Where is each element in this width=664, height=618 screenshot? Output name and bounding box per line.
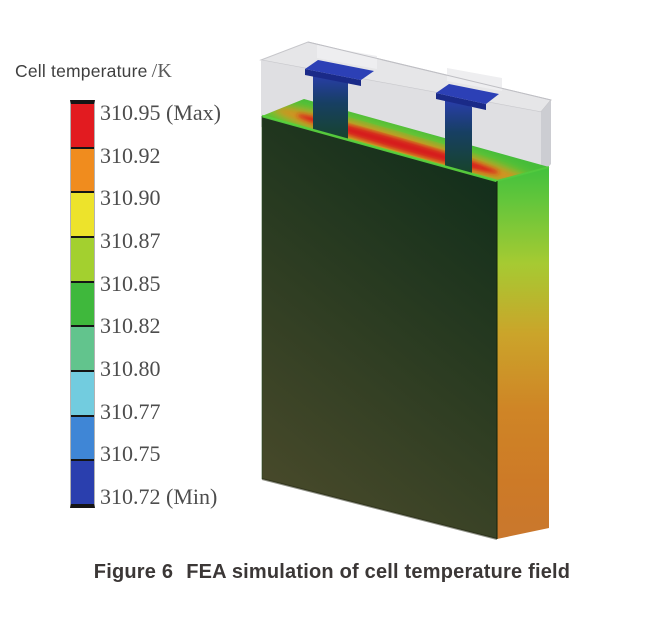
- tab-right-stem: [445, 97, 472, 175]
- legend-color-band: [71, 370, 94, 415]
- legend-title: Cell temperature/K: [15, 60, 172, 83]
- cell-front-face: [262, 116, 497, 539]
- legend-color-band: [71, 146, 94, 192]
- legend-color-band: [71, 236, 94, 281]
- temperature-legend: Cell temperature/K 310.95 (Max) 310.92 310…: [0, 0, 260, 540]
- legend-color-band: [71, 280, 94, 326]
- legend-tick-label: 310.77: [100, 398, 161, 424]
- legend-tick-label: 310.80: [100, 356, 161, 382]
- legend-tick-label: 310.90: [100, 185, 161, 211]
- cell-edges: [261, 114, 550, 540]
- figure-caption: Figure 6 FEA simulation of cell temperatu…: [0, 561, 664, 584]
- figure-number: Figure 6: [93, 561, 174, 583]
- front-fold-edge-highlight: [261, 114, 498, 183]
- cell-side-face: [497, 167, 549, 539]
- legend-tick-label: 310.85: [100, 270, 161, 296]
- tab-left-plate-edge: [305, 69, 361, 86]
- tab-right: [436, 84, 499, 175]
- legend-tick-label: 310.87: [100, 228, 161, 253]
- tab-left: [305, 60, 374, 142]
- legend-colorbar: [70, 100, 95, 508]
- legend-tick-label: 310.92: [100, 142, 161, 168]
- legend-color-band: [71, 459, 94, 505]
- legend-tick-label: 310.72 (Min): [100, 484, 218, 510]
- casing-back-edge: [307, 41, 552, 101]
- tab-left-stem: [313, 71, 348, 142]
- figure-caption-text: FEA simulation of cell temperature field: [186, 561, 571, 583]
- legend-color-band: [71, 191, 94, 237]
- casing-right-face: [541, 100, 551, 175]
- legend-tick-label: 310.95 (Max): [100, 100, 221, 125]
- bottom-edge: [261, 478, 498, 540]
- tab-left-plate: [305, 60, 374, 80]
- legend-color-band: [71, 104, 94, 147]
- legend-tick-label: 310.82: [100, 313, 161, 339]
- legend-color-band: [71, 414, 94, 460]
- casing-tab-slot-left: [317, 45, 377, 69]
- side-fold-edge-highlight: [496, 166, 550, 182]
- tab-right-plate: [436, 84, 499, 104]
- tab-right-plate-edge: [436, 93, 486, 110]
- legend-tick-label: 310.75: [100, 441, 161, 467]
- legend-tick-labels: 310.95 (Max) 310.92 310.90 310.87 310.85 310.…: [100, 0, 270, 540]
- legend-unit: /K: [151, 60, 172, 82]
- legend-title-text: Cell temperature: [15, 61, 148, 81]
- legend-color-band: [71, 325, 94, 371]
